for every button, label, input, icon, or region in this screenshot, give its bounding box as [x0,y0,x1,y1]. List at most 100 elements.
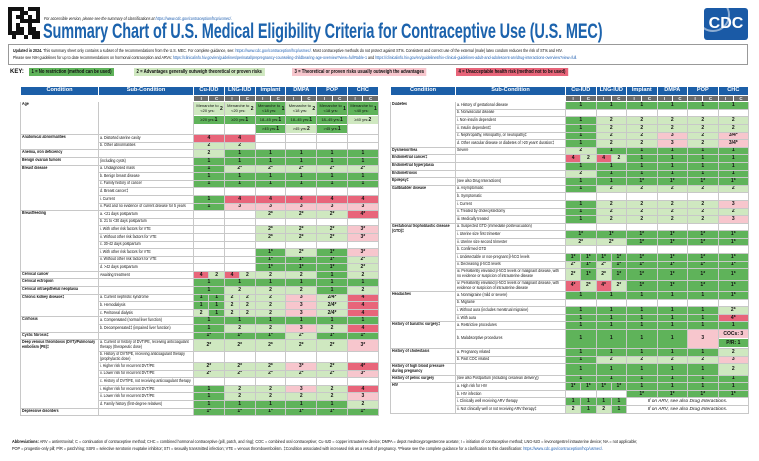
rating-cell: 2 [687,139,719,148]
condition-cell: Age [20,101,99,136]
table-row: iv. Persistently elevated β-hCG levels o… [391,279,750,293]
rating-cell: 2* [223,339,256,352]
rating-cell: 1 [717,161,750,171]
empty-rating-cell [656,192,689,201]
rating-cell: 1 [565,374,597,384]
empty-rating-cell [285,134,318,143]
empty-rating-cell [285,240,318,250]
condition-cell: Gallbladder disease [390,184,456,224]
rating-cell: 1 [565,161,597,171]
rating-cell: 1 [717,382,750,391]
column-header-sub-condition: Sub-Condition [455,86,566,96]
rating-cell: 1 [316,179,348,189]
key-item-1: 1 = No restriction (method can be used) [28,68,114,76]
rating-cell: 2 [656,124,689,133]
condition-label: Diabetes [392,102,407,108]
table-row: Chronic kidney disease‡ a. Current nephro… [20,293,379,318]
sub-condition-cell: (see also Drug Interactions) [455,177,566,186]
sub-condition-cell [98,331,194,341]
rating-cell: 1 [193,278,225,288]
column-header-method: DMPA [656,86,689,96]
sub-condition-cell: ii. Insulin dependent‡ [455,124,566,133]
condition-cell: Cystic fibrosis‡ [20,331,99,341]
initiation-label: I [346,94,364,103]
sub-condition-label: i. Current [457,201,472,207]
sub-condition-cell: b. 21 to <30 days postpartum [98,217,194,227]
empty-rating-cell [346,134,379,143]
rating-cell: 1 [717,374,750,384]
age-range-label: Menarche to <20 yrs: [196,103,219,113]
empty-rating-cell [595,389,628,399]
rating-cell: 2 [316,392,348,401]
header-row: Condition Sub-Condition Cu-IUD LNG-IUD Impla… [20,86,379,96]
column-header-method: LNG-IUD [223,86,256,96]
empty-rating-cell [254,187,287,196]
rating-cell: 1 [687,169,719,179]
rating-cell: 2* [223,362,256,371]
continuation-rating-cell: 1 [208,308,225,318]
rating-cell: 1 [254,172,287,181]
rating-cell: 4 [346,301,379,310]
rating-cell: 1 [193,157,225,166]
rating-cell: 1 [316,286,348,295]
rating-cell: 2* [254,339,287,352]
rating-cell: 2 [254,308,287,318]
condition-label: Deep venous thrombosis (DVT)/Pulmonary e… [22,340,96,351]
empty-rating-cell [565,298,597,308]
rating-cell: 2 [717,124,750,133]
age-range-label: Menarche to <18 yrs: [257,103,281,113]
age-range-rating: Menarche to <18 yrs: 1 [256,102,285,117]
sub-condition-cell: c. Family history of cancer [98,179,194,189]
rating-cell: 4 [346,293,379,303]
rating-cell: 2* [316,210,348,219]
accessible-version-link[interactable]: https://www.cdc.gov/contraception/hcp/us… [155,16,232,21]
rating-cell: 2 [565,169,597,179]
rating-cell: 2* [193,369,225,379]
rating-value: 1 [278,117,282,123]
nih-drug-interactions-link[interactable]: https://clinicalinfo.hiv.gov/en/guidelin… [375,55,578,60]
condition-label: Gallbladder disease [392,185,426,191]
rating-cell: 1 [717,146,750,156]
rating-cell: 1 [687,374,719,384]
continuation-rating-cell: 1* [580,260,597,270]
age-range-rating: 18–45 yrs: 1 [286,116,316,126]
sub-condition-cell: b. Other abnormalities [98,141,194,151]
empty-rating-cell [565,108,597,118]
initiation-rating-cell: 1 [564,397,582,406]
rating-cell: 1 [656,329,689,350]
empty-rating-cell [223,263,256,272]
rating-value: 2 [312,105,316,112]
rating-cell: 1 [626,169,658,179]
nih-perinatal-link[interactable]: https://clinicalinfo.hiv.gov/en/guidelin… [172,55,368,60]
age-rating-cell: Menarche to <20 yrs: 2 ≥20 yrs: 1 [223,101,256,136]
rating-cell: 2 [223,141,256,151]
rating-cell: 2 [254,301,287,310]
guidance-link[interactable]: https://www.cdc.gov/contraception/hcp/us… [523,447,604,452]
sub-condition-cell: i. Clinically well receiving ARV therapy [455,397,566,406]
sub-condition-label: a. Nonmigraine (mild or severe) [457,292,508,298]
table-row: i. Higher risk for recurrent DVT/PE 2* 2* 2… [21,362,379,371]
rating-cell: 1 [656,374,689,384]
rating-cell: 1 [193,384,225,394]
sub-condition-cell: b. Confirmed GTD [455,245,566,255]
sub-condition-cell: ii. Without other risk factors for VTE [98,232,194,242]
rating-cell: 2 [223,392,256,401]
rating-cell: 1 [193,179,225,189]
rating-cell: 1 [285,400,318,409]
column-header-method: Implant [626,86,658,96]
sub-condition-label: i. Non-insulin dependent [457,118,496,124]
rating-cell: 1* [193,331,225,341]
sub-condition-cell: iv. Persistently elevated β-hCG levels o… [455,279,566,293]
rating-cell: 1 [193,400,225,409]
rating-value: 1 [245,117,249,123]
usmec-link[interactable]: https://www.cdc.gov/contraception/hcp/us… [235,48,312,53]
continuation-rating-cell: 2* [580,279,597,293]
rating-cell: 1* [626,260,658,270]
qr-code-icon[interactable] [8,7,40,39]
rating-cell: 1* [316,263,348,272]
condition-cell: Cervical cancer [20,270,99,280]
initiation-rating-cell: 4 [564,154,582,163]
rating-cell: 1 [193,164,225,174]
sub-condition-cell: c. Peritoneal dialysis [98,308,194,318]
rating-value: 1 [276,126,280,132]
